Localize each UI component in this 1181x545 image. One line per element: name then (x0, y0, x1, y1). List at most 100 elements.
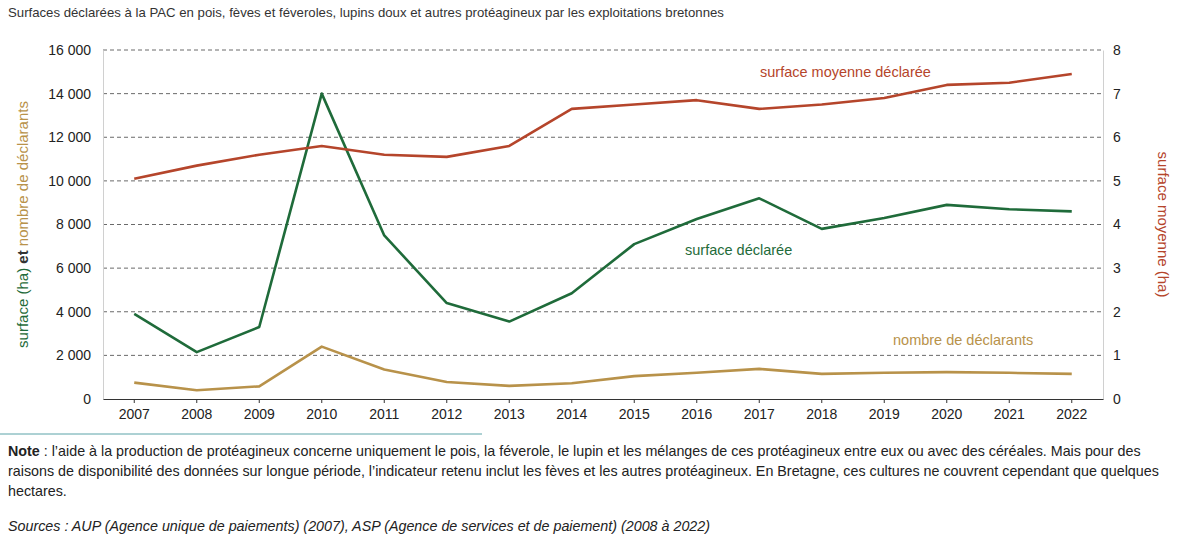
y-axis-title-part: nombre de déclarants (14, 101, 31, 246)
tick-mark (134, 399, 135, 403)
tick: 2010 (306, 399, 337, 422)
tick: 4 000 (56, 304, 103, 320)
grid-line (103, 93, 1103, 94)
tick: 2016 (681, 399, 712, 422)
grid-line (103, 50, 1103, 51)
plot-area (134, 74, 1072, 390)
tick-mark (1071, 399, 1072, 403)
grid-line (103, 180, 1103, 181)
series-label: nombre de déclarants (893, 332, 1033, 348)
tick-label: 3 (1113, 260, 1121, 276)
axis-line (104, 399, 1104, 400)
tick-label: 8 (1113, 42, 1121, 58)
tick-label: 2007 (119, 406, 150, 422)
grid-line (103, 311, 1103, 312)
tick: 2012 (431, 399, 462, 422)
grid (103, 50, 1103, 355)
tick-label: 16 000 (48, 42, 91, 58)
tick-label: 2022 (1056, 406, 1087, 422)
tick: 3 (1103, 260, 1121, 276)
tick-mark (196, 399, 197, 403)
tick-label: 2017 (744, 406, 775, 422)
tick: 16 000 (48, 42, 103, 58)
tick-label: 6 (1113, 129, 1121, 145)
tick: 2007 (119, 399, 150, 422)
tick-label: 5 (1113, 173, 1121, 189)
tick: 2014 (556, 399, 587, 422)
tick: 6 000 (56, 260, 103, 276)
tick-label: 2 (1113, 304, 1121, 320)
tick: 6 (1103, 129, 1121, 145)
tick-mark (759, 399, 760, 403)
tick: 2018 (806, 399, 837, 422)
tick: 5 (1103, 173, 1121, 189)
tick-mark (821, 399, 822, 403)
tick: 2009 (244, 399, 275, 422)
tick-mark (446, 399, 447, 403)
tick: 2015 (619, 399, 650, 422)
axis-line (1103, 51, 1104, 400)
tick-label: 2021 (994, 406, 1025, 422)
tick-mark (259, 399, 260, 403)
tick-label: 7 (1113, 86, 1121, 102)
tick: 2013 (494, 399, 525, 422)
tick: 0 (83, 391, 103, 407)
tick: 2021 (994, 399, 1025, 422)
series-line (134, 94, 1072, 352)
series-line (134, 74, 1072, 179)
tick-label: 6 000 (56, 260, 91, 276)
tick-label: 2 000 (56, 347, 91, 363)
tick: 2011 (369, 399, 399, 422)
tick: 0 (1103, 391, 1121, 407)
tick-label: 2010 (306, 406, 337, 422)
tick: 1 (1103, 347, 1121, 363)
tick-mark (884, 399, 885, 403)
tick: 4 (1103, 216, 1121, 232)
tick-label: 1 (1113, 347, 1121, 363)
tick-mark (1009, 399, 1010, 403)
note: Note : l’aide à la production de protéag… (8, 441, 1174, 501)
tick-label: 2020 (931, 406, 962, 422)
tick-label: 2013 (494, 406, 525, 422)
y-axis: 0 2 000 4 000 6 000 8 000 10 000 12 000 14 000 1… (48, 42, 103, 407)
tick-mark (384, 399, 385, 403)
grid-line (103, 137, 1103, 138)
y2-axis-title: surface moyenne (ha) (1155, 152, 1172, 298)
tick-label: 0 (83, 391, 91, 407)
tick-label: 2008 (181, 406, 212, 422)
tick-label: 2011 (369, 406, 399, 422)
tick: 7 (1103, 86, 1121, 102)
y-axis-title: surface (ha) et nombre de déclarants (14, 101, 31, 348)
tick-mark (571, 399, 572, 403)
tick: 2 000 (56, 347, 103, 363)
tick-label: 2016 (681, 406, 712, 422)
tick-label: 0 (1113, 391, 1121, 407)
tick-label: 2012 (431, 406, 462, 422)
series-line (134, 347, 1072, 391)
tick: 2008 (181, 399, 212, 422)
tick-label: 4 (1113, 216, 1121, 232)
tick: 10 000 (48, 173, 103, 189)
tick-mark (634, 399, 635, 403)
series-label: surface déclarée (685, 242, 792, 258)
tick: 14 000 (48, 86, 103, 102)
tick: 8 000 (56, 216, 103, 232)
tick: 2020 (931, 399, 962, 422)
grid-line (103, 224, 1103, 225)
tick-label: 8 000 (56, 216, 91, 232)
tick-label: 14 000 (48, 86, 91, 102)
tick-label: 2015 (619, 406, 650, 422)
tick-label: 2018 (806, 406, 837, 422)
tick-label: 2019 (869, 406, 900, 422)
series-label: surface moyenne déclarée (760, 64, 931, 80)
tick: 2022 (1056, 399, 1087, 422)
tick-mark (946, 399, 947, 403)
note-text: : l’aide à la production de protéagineux… (8, 443, 1159, 499)
tick: 2 (1103, 304, 1121, 320)
tick-mark (321, 399, 322, 403)
tick: 12 000 (48, 129, 103, 145)
tick-label: 12 000 (48, 129, 91, 145)
tick: 8 (1103, 42, 1121, 58)
y2-axis: 0 1 2 3 4 5 6 7 8 (1103, 42, 1121, 407)
tick: 2019 (869, 399, 900, 422)
